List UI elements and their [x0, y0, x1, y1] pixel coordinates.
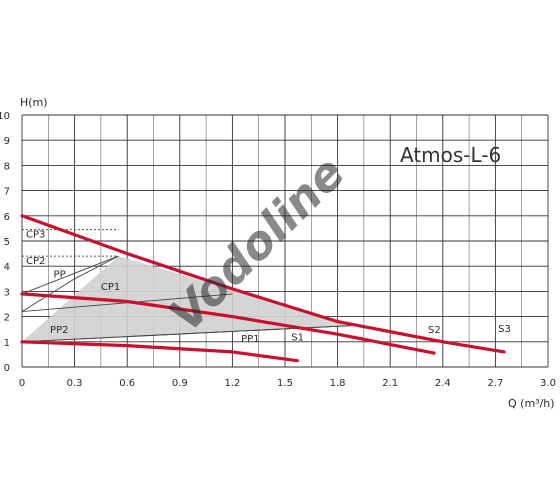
reference-levels — [22, 229, 119, 257]
grid — [21, 114, 549, 368]
x-tick-label: 2.1 — [382, 378, 398, 389]
y-tick-label: 3 — [4, 287, 10, 298]
x-tick-label: 0.6 — [119, 378, 135, 389]
x-tick-label: 1.2 — [224, 378, 240, 389]
y-tick-label: 8 — [4, 161, 10, 172]
pump-curves — [20, 214, 506, 363]
control-label-pp1: PP1 — [241, 334, 259, 345]
y-tick-label: 4 — [4, 262, 10, 273]
control-label-cp1: CP1 — [101, 282, 120, 293]
control-curve-cp1 — [21, 255, 119, 295]
reference-label-cp2: CP2 — [26, 256, 45, 267]
chart-title: Atmos-L-6 — [400, 143, 501, 167]
y-tick-label: 6 — [4, 212, 10, 223]
x-tick-label: 0.3 — [67, 378, 83, 389]
control-label-pp2: PP2 — [50, 325, 68, 336]
x-tick-label: 0.9 — [172, 378, 188, 389]
pump-curve-s3 — [20, 214, 506, 354]
y-tick-label: 1 — [4, 338, 10, 349]
x-tick-label: 0 — [19, 378, 25, 389]
y-tick-label: 9 — [4, 136, 10, 147]
series-label-s1: S1 — [291, 333, 304, 344]
y-tick-label: 10 — [0, 111, 10, 122]
x-axis-label: Q (m³/h) — [508, 397, 555, 410]
control-curve-cp2 — [21, 255, 119, 312]
y-tick-label: 0 — [4, 363, 10, 374]
control-label-pp: PP — [54, 270, 66, 281]
axis-ticks: 0 0.3 0.6 0.9 1.2 1.5 1.8 2.1 2.4 2.7 3.0 0 1 2 3 4 5 6 7 8… — [0, 111, 556, 389]
x-tick-label: 1.5 — [277, 378, 293, 389]
operating-region-fill — [22, 256, 356, 342]
curve-labels: S3 S2 S1 CP3 CP2 CP1 PP1 PP2 PP — [26, 230, 511, 345]
pump-curve-s2 — [20, 292, 436, 355]
y-axis-label: H(m) — [20, 96, 48, 109]
y-tick-label: 5 — [4, 237, 10, 248]
x-tick-label: 3.0 — [540, 378, 556, 389]
y-tick-label: 2 — [4, 313, 10, 324]
series-label-s3: S3 — [498, 324, 511, 335]
operating-region — [22, 256, 356, 342]
x-tick-label: 2.7 — [487, 378, 503, 389]
y-tick-label: 7 — [4, 187, 10, 198]
x-tick-label: 2.4 — [435, 378, 451, 389]
reference-label-cp3: CP3 — [26, 230, 45, 241]
series-label-s2: S2 — [428, 325, 441, 336]
x-tick-label: 1.8 — [330, 378, 346, 389]
pump-curve-s1 — [20, 340, 299, 363]
